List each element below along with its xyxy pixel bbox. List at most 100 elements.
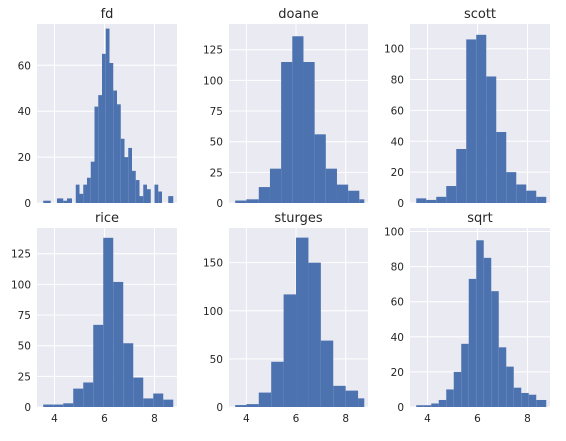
y-tick-label: 20 [391,167,404,179]
y-tick-label: 0 [397,402,404,414]
y-tick-label: 60 [391,105,404,117]
histogram-bar [158,191,162,203]
y-tick-label: 0 [216,198,223,210]
histogram-bar [486,76,497,203]
x-tick-label: 8 [524,413,531,425]
histogram-bar [124,157,129,203]
panel-scott: 0 20 40 60 80 100 scott [384,7,550,210]
histogram-bar [235,200,247,203]
histogram-bar [416,198,427,203]
histogram-bar [438,399,447,407]
histogram-bar [320,340,334,407]
y-tick-label: 100 [11,279,31,291]
histogram-bar [453,371,462,407]
histogram-bar [93,324,104,407]
histogram-bar [139,196,144,203]
histogram-bar [476,34,487,203]
histogram-bar [113,281,124,407]
histogram-bar [235,405,247,407]
histogram-bar [113,90,117,203]
y-tick-label: 100 [384,227,404,239]
y-tick-label: 50 [18,341,31,353]
histogram-bar [468,278,477,407]
y-tick-label: 100 [203,75,223,87]
histogram-bar [496,132,507,203]
y-tick-label: 100 [384,44,404,56]
histogram-bar [426,199,437,203]
histogram-bar [83,382,94,407]
histogram-bar [296,237,309,407]
y-tick-label: 50 [210,137,223,149]
y-tick-label: 150 [203,258,223,270]
histogram-bar [314,134,326,203]
histogram-bar [358,398,365,407]
y-tick-label: 75 [18,310,31,322]
panel-rice: 0 25 50 75 100 125 4 6 8 rice [11,211,177,425]
y-tick-label: 25 [210,167,223,179]
y-tick-label: 0 [397,198,404,210]
histogram-bar [43,200,51,203]
y-tick-label: 60 [391,297,404,309]
histogram-bar [461,343,469,407]
histogram-bar [528,394,537,407]
histogram-bar [308,262,321,407]
histogram-bar [483,257,492,407]
histogram-bar [325,168,337,203]
histogram-bar [466,39,477,204]
histogram-bar [303,62,315,203]
histogram-bar [526,190,537,203]
histogram-bar [246,404,259,407]
histogram-bar [436,196,447,203]
histogram-bar [536,399,547,407]
histogram-bar [87,177,91,203]
histogram-bar [83,184,87,203]
histogram-bar [269,168,282,203]
x-tick-label: 8 [151,413,158,425]
histogram-bar [498,347,507,407]
histogram-bar [345,390,359,407]
histogram-bar [333,385,346,407]
panel-fd: 0 20 40 60 fd [18,7,177,210]
panel-sqrt: 0 20 40 60 80 100 4 6 8 sqrt [384,211,550,425]
histogram-bar [143,184,147,203]
histogram-bar [536,196,547,203]
histogram-bar [102,53,106,204]
histogram-bar [117,104,121,203]
histogram-bar [143,398,154,407]
y-tick-label: 60 [18,60,31,72]
histogram-bar [506,366,514,407]
histogram-bar [348,190,360,203]
histogram-bar [416,405,424,407]
panel-title: scott [464,7,496,22]
y-tick-label: 0 [24,198,31,210]
panel-title: fd [101,7,114,22]
panel-title: doane [278,7,318,22]
histogram-bar [79,193,84,203]
histogram-bar [123,343,134,407]
histogram-bar [521,392,529,407]
histogram-bar [105,28,110,204]
x-tick-label: 8 [342,413,349,425]
histogram-bar [73,388,84,407]
y-tick-label: 40 [391,136,404,148]
x-tick-label: 4 [51,413,58,425]
histogram-bar [63,200,67,203]
histogram-bar [163,399,174,407]
y-tick-label: 40 [18,106,31,118]
y-tick-label: 20 [391,367,404,379]
y-tick-label: 80 [391,75,404,87]
panel-title: rice [95,211,119,226]
y-tick-label: 125 [11,249,31,261]
x-tick-label: 6 [101,413,108,425]
panel-sturges: 0 50 100 150 4 6 8 sturges [203,211,368,425]
panel-title: sturges [274,211,322,226]
histogram-bar [506,172,517,203]
histogram-bar [75,184,80,203]
histogram-bar [431,403,439,407]
histogram-bar [133,377,144,407]
histogram-bar [491,291,499,407]
y-tick-label: 100 [203,306,223,318]
histogram-bar [476,240,484,407]
x-tick-label: 6 [474,413,481,425]
